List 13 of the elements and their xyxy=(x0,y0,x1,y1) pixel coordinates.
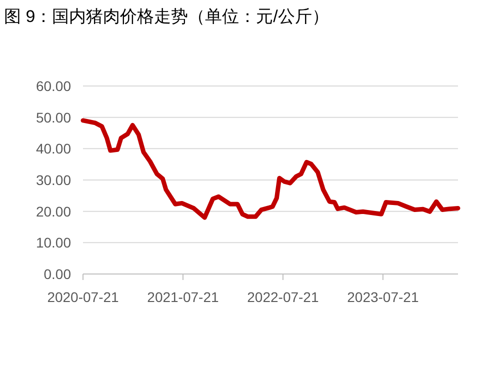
y-tick-label: 0.00 xyxy=(44,266,72,282)
x-tick-label: 2022-07-21 xyxy=(247,289,319,305)
y-tick-label: 40.00 xyxy=(36,140,72,157)
y-tick-label: 30.00 xyxy=(36,172,72,188)
x-tick-label: 2021-07-21 xyxy=(147,289,219,305)
x-tick-label: 2023-07-21 xyxy=(347,289,419,305)
y-tick-label: 20.00 xyxy=(36,203,72,220)
y-tick-label: 50.00 xyxy=(36,109,72,126)
line-series xyxy=(80,118,460,220)
x-tick-label: 2020-07-21 xyxy=(47,289,120,305)
chart-title: 图 9：国内猪肉价格走势（单位：元/公斤） xyxy=(4,7,329,26)
y-tick-label: 10.00 xyxy=(36,234,72,251)
y-tick-label: 60.00 xyxy=(36,78,72,94)
